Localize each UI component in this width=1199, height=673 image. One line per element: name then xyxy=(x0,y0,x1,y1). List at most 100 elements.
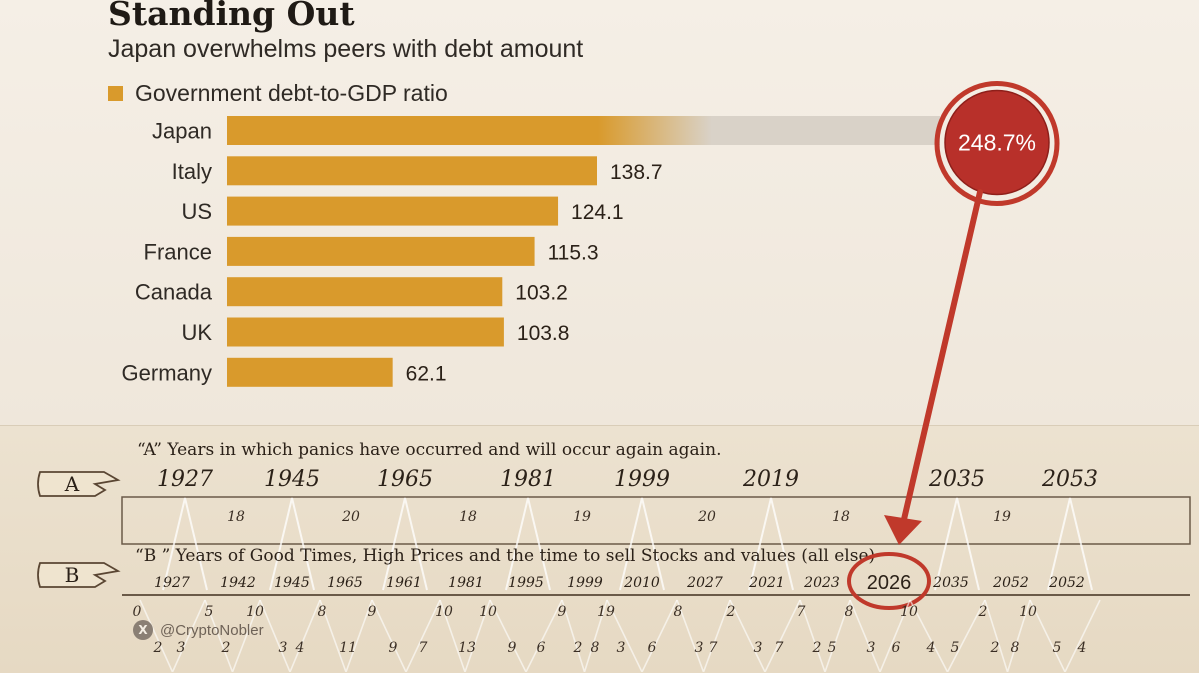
category-label-italy: Italy xyxy=(172,159,212,184)
good-year-2010: 2010 xyxy=(623,575,660,591)
row-c-bottom-number: 13 xyxy=(458,640,476,656)
row-c-bottom-number: 5 xyxy=(828,640,837,656)
panic-interval: 20 xyxy=(697,509,716,525)
good-year-1942: 1942 xyxy=(220,575,256,591)
row-c-bottom-number: 3 xyxy=(695,640,704,656)
row-c-bottom-number: 2 xyxy=(573,640,583,656)
panic-interval: 18 xyxy=(459,509,477,525)
category-label-us: US xyxy=(181,199,212,224)
highlight-2026-ring xyxy=(847,552,931,610)
value-label-japan: 248.7% xyxy=(958,130,1036,156)
row-b-hand-icon xyxy=(37,562,121,588)
bar-germany xyxy=(227,357,393,387)
row-c-bottom-number: 3 xyxy=(177,640,186,656)
row-c-bottom-number: 2 xyxy=(153,640,163,656)
row-c-top-number: 9 xyxy=(368,604,377,620)
arrow-head-icon xyxy=(884,515,922,545)
highlight-ring xyxy=(934,81,1060,206)
cycle-zigzag xyxy=(439,599,491,672)
row-c-bottom-number: 8 xyxy=(591,640,600,656)
cycle-zigzag xyxy=(676,599,731,672)
panic-year-1945: 1945 xyxy=(264,467,320,492)
value-label-canada: 103.2 xyxy=(515,282,568,305)
panic-peak xyxy=(934,497,980,591)
caption-b: “B ” Years of Good Times, High Prices an… xyxy=(135,546,875,566)
bar-canada xyxy=(227,277,503,307)
row-c-bottom-number: 3 xyxy=(754,640,763,656)
panic-year-2053: 2053 xyxy=(1041,467,1098,492)
cycle-zigzag xyxy=(799,599,851,672)
bar-japan xyxy=(227,116,940,145)
chart-title: Standing Out xyxy=(108,0,355,33)
watermark: X @CryptoNobler xyxy=(133,620,264,640)
good-year-1995: 1995 xyxy=(508,575,544,591)
caption-a: “A” Years in which panics have occurred … xyxy=(137,440,721,460)
cycle-zigzag xyxy=(259,599,321,672)
cycle-zigzag xyxy=(319,599,373,672)
good-year-1961: 1961 xyxy=(386,575,422,591)
category-label-uk: UK xyxy=(181,320,212,345)
row-c-top-number: 10 xyxy=(246,604,264,620)
arrow-line xyxy=(899,189,983,531)
row-c-bottom-number: 5 xyxy=(951,640,960,656)
value-label-us: 124.1 xyxy=(571,201,624,224)
cycle-zigzag xyxy=(371,599,441,672)
panic-peak xyxy=(382,497,428,591)
row-c-bottom-number: 9 xyxy=(508,640,517,656)
row-c-bottom-number: 4 xyxy=(295,640,305,656)
row-c-top-number: 10 xyxy=(435,604,453,620)
panic-peak xyxy=(748,497,794,591)
row-c-top-number: 7 xyxy=(797,604,806,620)
row-c-top-number: 10 xyxy=(1019,604,1037,620)
value-label-italy: 138.7 xyxy=(610,161,663,184)
bar-france xyxy=(227,236,535,266)
panic-peak xyxy=(505,497,551,591)
panic-peak xyxy=(162,497,208,591)
legend-label: Government debt-to-GDP ratio xyxy=(135,80,448,106)
good-year-2027: 2027 xyxy=(686,575,723,591)
good-year-1945: 1945 xyxy=(274,575,310,591)
row-c-top-number: 0 xyxy=(133,604,142,620)
row-a-box xyxy=(121,496,1191,545)
panic-year-2019: 2019 xyxy=(742,467,799,492)
good-year-2035: 2035 xyxy=(932,575,969,591)
row-a-label: A xyxy=(64,472,80,496)
cycle-zigzag xyxy=(606,599,678,672)
category-label-japan: Japan xyxy=(152,119,212,144)
row-c-bottom-number: 4 xyxy=(1077,640,1087,656)
cycle-table-panel xyxy=(0,425,1199,673)
row-c-top-number: 2 xyxy=(726,604,736,620)
bar-uk xyxy=(227,317,504,347)
cycle-zigzag xyxy=(729,599,801,672)
panic-interval: 20 xyxy=(341,509,360,525)
good-year-1927: 1927 xyxy=(154,575,190,591)
category-label-germany: Germany xyxy=(122,360,212,385)
x-logo-icon: X xyxy=(133,620,153,640)
cycle-zigzag xyxy=(1029,599,1101,672)
good-year-2021: 2021 xyxy=(748,575,785,591)
value-label-uk: 103.8 xyxy=(517,322,570,345)
good-year-1965: 1965 xyxy=(327,575,363,591)
row-c-bottom-number: 3 xyxy=(867,640,876,656)
category-label-france: France xyxy=(144,239,212,264)
row-c-bottom-number: 2 xyxy=(812,640,822,656)
legend-swatch xyxy=(108,86,123,101)
value-label-france: 115.3 xyxy=(548,241,599,264)
row-c-top-number: 19 xyxy=(597,604,615,620)
panic-peak xyxy=(1047,497,1093,591)
row-c-bottom-number: 11 xyxy=(339,640,357,656)
row-c-top-number: 8 xyxy=(318,604,327,620)
row-c-bottom-number: 3 xyxy=(279,640,288,656)
cycle-zigzag xyxy=(849,599,911,672)
good-year-2052: 2052 xyxy=(992,575,1029,591)
panic-year-2035: 2035 xyxy=(928,467,985,492)
panic-peak xyxy=(269,497,315,591)
cycle-zigzag xyxy=(984,599,1031,672)
row-c-bottom-number: 7 xyxy=(709,640,718,656)
category-label-canada: Canada xyxy=(135,280,213,305)
value-label-germany: 62.1 xyxy=(406,362,447,385)
bar-italy xyxy=(227,156,597,186)
row-a-hand-icon xyxy=(37,471,121,497)
row-c-bottom-number: 3 xyxy=(617,640,626,656)
